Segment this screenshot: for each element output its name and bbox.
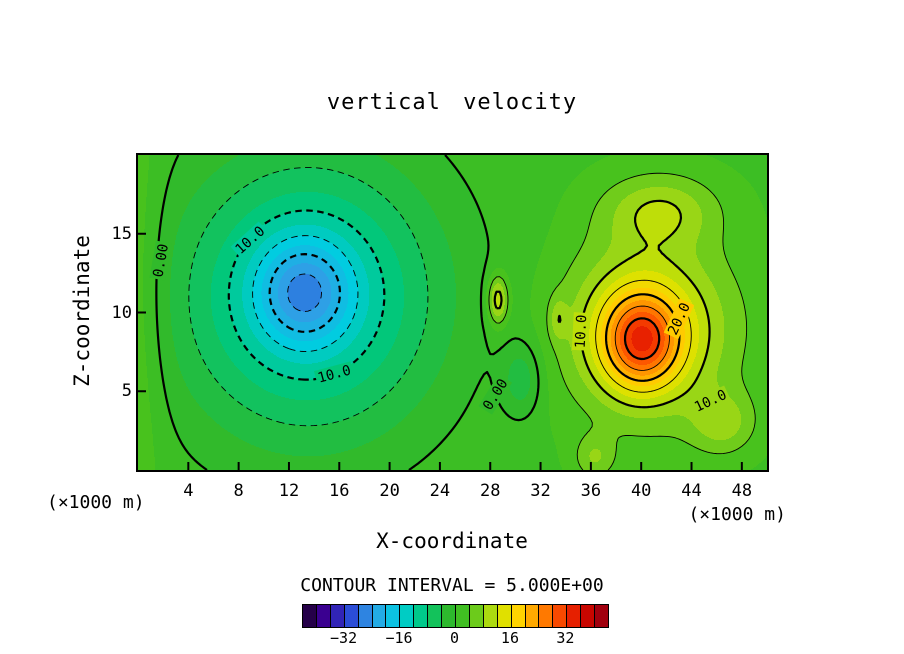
x-tick-label: 36 [580,481,602,501]
colorbar-segment [414,605,429,627]
figure-title: vertical velocity [326,90,578,115]
colorbar-segment [469,605,484,627]
colorbar-segment [581,605,596,627]
z-tick-label: 15 [111,223,132,244]
colorbar-tick-label: −32 [330,629,358,647]
x-tick-label: 8 [233,481,244,501]
colorbar-segment [344,605,359,627]
colorbar-segment [497,605,512,627]
colorbar-segment [428,605,443,627]
x-tick-label: 28 [479,481,501,501]
x-axis-unit-note-left: (×1000 m) [47,492,145,513]
x-tick-label: 48 [731,481,753,501]
colorbar-tick-label: 16 [500,629,519,647]
colorbar-segment [539,605,554,627]
x-tick-label: 44 [681,481,702,501]
colorbar-segment [455,605,470,627]
colorbar-segment [372,605,387,627]
x-axis-unit-note-right: (×1000 m) [688,504,786,525]
colorbar-segment [483,605,498,627]
x-tick-label: 4 [183,481,194,501]
x-tick-label: 40 [630,481,652,501]
colorbar-segment [400,605,415,627]
colorbar-segment [386,605,401,627]
colorbar-segment [316,605,331,627]
x-tick-label: 20 [379,481,400,501]
colorbar-tick-label: −16 [385,629,413,647]
colorbar-tick-label: 0 [449,629,460,647]
colorbar-segment [511,605,526,627]
z-tick-label: 5 [121,381,132,402]
colorbar-segment [567,605,582,627]
colorbar-segment [525,605,540,627]
colorbar-segment [358,605,373,627]
contour-plot-canvas [137,154,767,470]
colorbar-segment [595,605,608,627]
x-tick-label: 16 [329,481,350,501]
z-axis-label: Z-coordinate [70,235,94,387]
colorbar-segment [442,605,456,627]
x-axis-label: X-coordinate [376,529,528,553]
colorbar [302,604,609,628]
plot-area [135,152,769,472]
z-tick-label: 10 [111,302,132,323]
colorbar-segment [330,605,345,627]
x-tick-label: 12 [278,481,300,501]
x-tick-label: 24 [429,481,451,501]
colorbar-tick-label: 32 [556,629,575,647]
colorbar-segment [553,605,568,627]
contour-interval-text: CONTOUR INTERVAL = 5.000E+00 [300,575,604,596]
colorbar-segment [303,605,317,627]
x-tick-label: 32 [530,481,551,501]
